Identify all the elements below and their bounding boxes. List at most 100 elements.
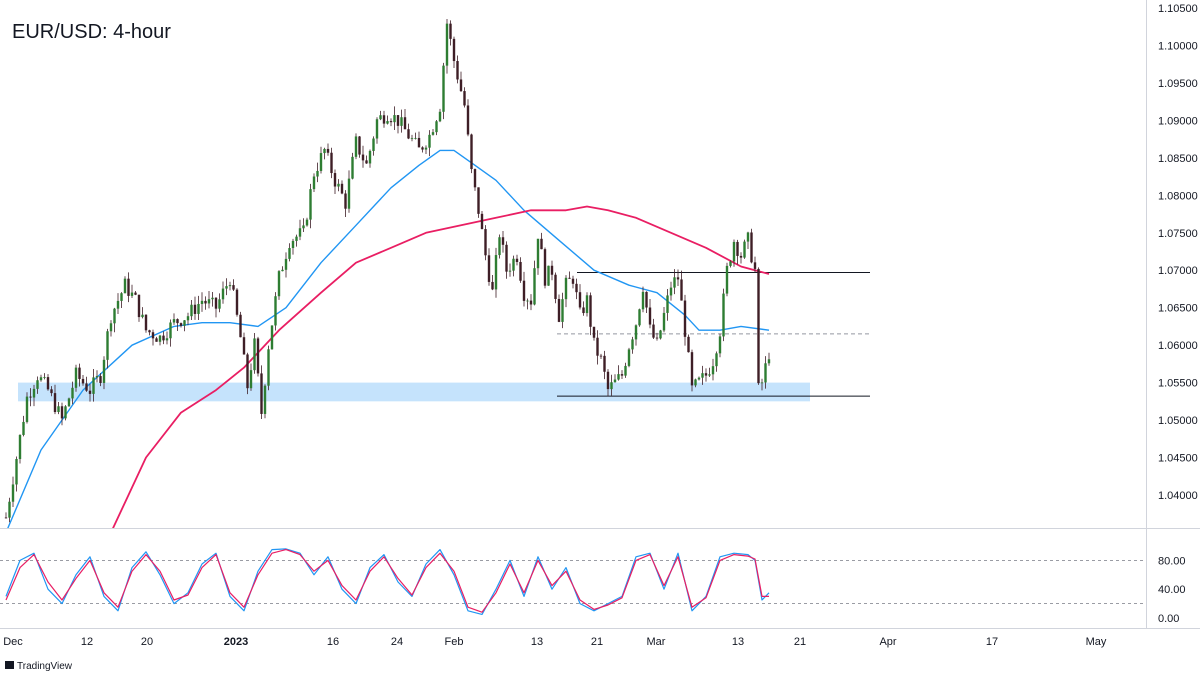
candle-body xyxy=(680,279,683,301)
candle xyxy=(281,266,284,272)
candle-body xyxy=(638,309,641,326)
candle xyxy=(403,109,407,130)
candle xyxy=(449,20,452,46)
candle xyxy=(386,115,389,125)
candle-body xyxy=(459,79,463,92)
time-tick-label: May xyxy=(1086,636,1107,648)
candle xyxy=(291,238,295,255)
price-tick-label: 1.08500 xyxy=(1158,153,1198,165)
axes-group: 1.10500 1.10000 1.09500 1.09000 1.08500 1.080… xyxy=(0,0,1200,648)
candle-body xyxy=(172,319,176,323)
candle-body xyxy=(704,373,708,376)
candle xyxy=(452,36,456,69)
candle-body xyxy=(354,136,358,157)
candle-body xyxy=(435,121,438,133)
candle xyxy=(585,292,589,317)
candle xyxy=(512,255,515,277)
candle xyxy=(253,333,256,374)
candle xyxy=(743,239,746,259)
candle xyxy=(596,330,599,365)
candle-body xyxy=(295,236,298,241)
candle xyxy=(442,62,445,120)
candle-body xyxy=(613,379,617,383)
time-tick-label: Dec xyxy=(3,636,23,648)
candle-body xyxy=(88,390,92,394)
candle xyxy=(526,298,529,310)
candle xyxy=(431,128,435,136)
tradingview-brand: TradingView xyxy=(17,661,73,672)
candle-body xyxy=(645,291,648,308)
candle xyxy=(78,363,81,387)
candle xyxy=(715,351,718,372)
candle-body xyxy=(757,268,760,384)
candle-body xyxy=(183,320,186,326)
candle xyxy=(438,108,442,123)
candle-body xyxy=(151,332,155,339)
candle-body xyxy=(288,248,291,259)
candle xyxy=(533,260,536,306)
candle-body xyxy=(137,294,141,318)
candle-body xyxy=(767,359,771,364)
candle xyxy=(421,146,424,153)
candle-body xyxy=(543,249,547,286)
candle xyxy=(697,376,701,381)
candle-body xyxy=(760,382,764,384)
candle xyxy=(29,388,32,407)
candle xyxy=(393,106,396,131)
candle-body xyxy=(43,377,46,378)
level-lines-group xyxy=(557,271,870,397)
candle xyxy=(169,319,172,347)
tradingview-logo: TradingView xyxy=(5,661,73,672)
candle xyxy=(536,238,540,275)
candle xyxy=(368,149,372,168)
candle xyxy=(382,110,386,128)
candle xyxy=(316,162,319,183)
candle-body xyxy=(739,255,743,258)
candle-body xyxy=(655,337,659,339)
candle-body xyxy=(246,354,249,389)
candle-body xyxy=(239,314,242,338)
candle xyxy=(417,131,421,148)
candle-body xyxy=(4,517,8,519)
candle-body xyxy=(316,170,319,177)
candle-body xyxy=(396,115,400,126)
time-tick-label: 20 xyxy=(141,636,153,648)
candle xyxy=(694,378,697,388)
candle xyxy=(43,373,46,380)
candle xyxy=(39,374,43,382)
candle-body xyxy=(715,353,718,367)
candle xyxy=(326,143,330,156)
price-tick-label: 1.04000 xyxy=(1158,490,1198,502)
candle-body xyxy=(631,339,634,350)
candle xyxy=(379,110,382,121)
candle-body xyxy=(687,336,690,353)
candle-body xyxy=(281,269,284,272)
candle-body xyxy=(669,287,673,296)
candle-body xyxy=(554,274,557,299)
candle xyxy=(519,257,522,283)
candle xyxy=(46,374,50,391)
candle-body xyxy=(393,115,396,123)
candle-body xyxy=(463,91,466,106)
candle xyxy=(725,262,729,297)
candle xyxy=(701,365,704,385)
candle-body xyxy=(568,277,571,279)
candle-body xyxy=(561,299,564,322)
candle-body xyxy=(575,283,578,293)
candle xyxy=(32,384,36,407)
candle-body xyxy=(764,363,767,383)
candle xyxy=(456,55,459,84)
candle xyxy=(666,289,669,321)
candle xyxy=(491,275,494,291)
candle-body xyxy=(197,303,200,314)
candle-body xyxy=(211,297,214,300)
candle-body xyxy=(326,148,330,153)
time-tick-label: 12 xyxy=(81,636,93,648)
candle-body xyxy=(249,370,253,389)
candle xyxy=(414,132,417,140)
candle-body xyxy=(386,121,389,124)
candle-body xyxy=(169,322,172,339)
candle-body xyxy=(32,388,36,398)
candle xyxy=(274,292,277,331)
candle xyxy=(508,263,512,277)
